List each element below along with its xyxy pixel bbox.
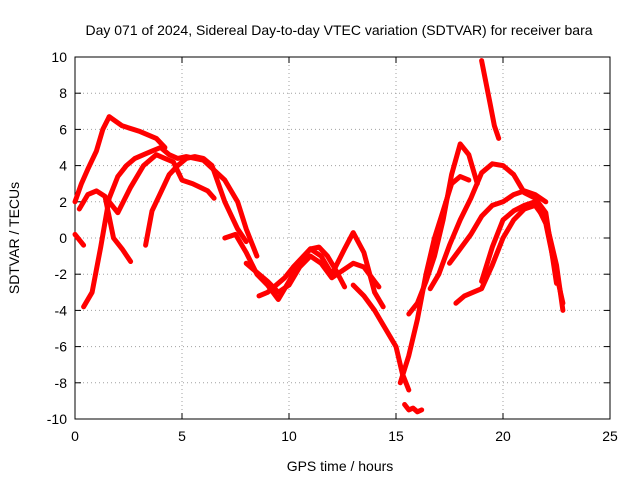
series-trace-06 xyxy=(106,152,217,216)
x-tick-label: 15 xyxy=(388,428,404,444)
y-axis-label: SDTVAR / TECUs xyxy=(6,182,22,294)
x-axis-label: GPS time / hours xyxy=(287,458,394,474)
y-tick-label: -6 xyxy=(55,339,68,355)
data-series xyxy=(72,58,566,415)
x-tick-label: 10 xyxy=(281,428,297,444)
y-tick-label: 2 xyxy=(59,194,67,210)
series-trace-04 xyxy=(72,231,87,248)
series-trace-02 xyxy=(106,114,168,150)
series-trace-10 xyxy=(256,244,348,299)
series-trace-19 xyxy=(402,402,425,415)
series-trace-03 xyxy=(76,188,134,264)
series-trace-01 xyxy=(72,114,112,205)
y-tick-label: -10 xyxy=(47,411,67,427)
x-tick-label: 20 xyxy=(495,428,511,444)
y-tick-label: 0 xyxy=(59,230,67,246)
series-trace-12 xyxy=(406,141,480,317)
y-tick-label: -2 xyxy=(55,266,68,282)
y-tick-label: 8 xyxy=(59,85,67,101)
series-trace-08 xyxy=(222,230,386,310)
y-tick-label: 6 xyxy=(59,121,67,137)
series-trace-13 xyxy=(397,174,472,386)
series-trace-14 xyxy=(427,161,559,292)
series-trace-18 xyxy=(479,199,566,306)
y-tick-label: -8 xyxy=(55,375,68,391)
chart-title: Day 071 of 2024, Sidereal Day-to-day VTE… xyxy=(85,22,592,38)
x-tick-label: 0 xyxy=(71,428,79,444)
x-tick-label: 5 xyxy=(178,428,186,444)
grid xyxy=(75,57,610,419)
series-trace-07 xyxy=(143,154,249,248)
y-tick-label: 10 xyxy=(51,49,67,65)
series-trace-15 xyxy=(447,188,549,266)
series-trace-17 xyxy=(479,58,502,141)
y-tick-label: 4 xyxy=(59,158,67,174)
series-trace-09 xyxy=(243,253,382,295)
x-tick-label: 25 xyxy=(602,428,618,444)
y-tick-label: -4 xyxy=(55,302,68,318)
series-trace-05 xyxy=(81,145,260,310)
axis-ticks: 0 5 10 15 20 25 -10 -8 -6 -4 -2 0 2 4 6 8 10 xyxy=(47,49,618,444)
